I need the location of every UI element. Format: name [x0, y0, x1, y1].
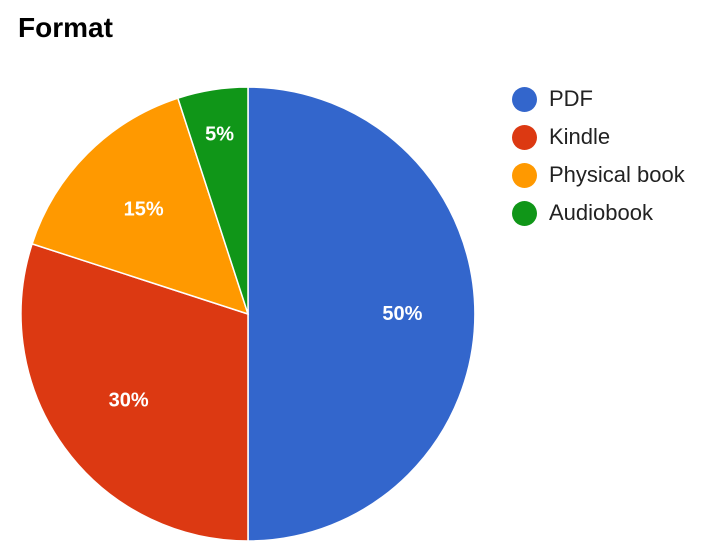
legend-item-kindle: Kindle — [512, 118, 685, 156]
legend-swatch-pdf — [512, 86, 537, 112]
legend-item-pdf: PDF — [512, 80, 685, 118]
slice-label-pdf: 50% — [382, 303, 422, 325]
pie-slice-physical-book — [31, 97, 250, 316]
legend-swatch-physical-book — [512, 162, 537, 188]
legend-item-audiobook: Audiobook — [512, 194, 685, 232]
legend-label-pdf: PDF — [549, 86, 593, 111]
slice-label-physical-book: 15% — [124, 199, 164, 221]
pie-slice-pdf — [247, 86, 476, 542]
pie-slice-kindle — [20, 242, 249, 542]
legend-label-physical-book: Physical book — [549, 162, 685, 187]
legend-item-physical-book: Physical book — [512, 156, 685, 194]
legend-swatch-audiobook — [512, 200, 537, 226]
legend: PDF Kindle Physical book Audiobook — [512, 80, 685, 232]
legend-swatch-kindle — [512, 124, 537, 150]
pie-slice-audiobook — [176, 86, 249, 315]
legend-label-audiobook: Audiobook — [549, 200, 653, 225]
slice-label-audiobook: 5% — [205, 124, 234, 146]
chart-title: Format — [18, 12, 113, 43]
legend-label-kindle: Kindle — [549, 124, 611, 149]
slice-label-kindle: 30% — [109, 390, 149, 412]
